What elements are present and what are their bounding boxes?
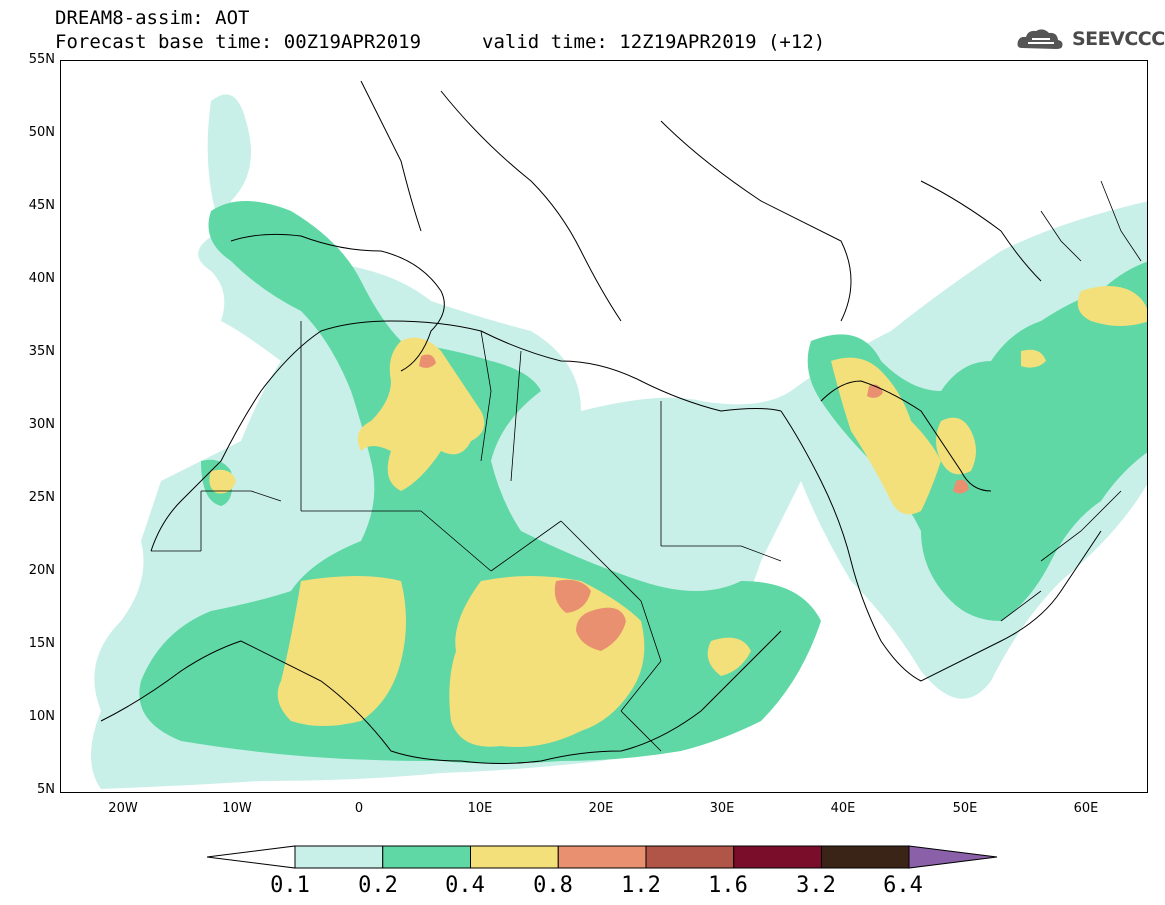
map-title: DREAM8-assim: AOT [55, 7, 250, 29]
lat-label: 45N [28, 198, 55, 213]
lon-label: 10E [467, 801, 493, 816]
valid-time: valid time: 12Z19APR2019 (+12) [482, 31, 826, 53]
aot-field [91, 80, 1147, 789]
lat-label: 50N [28, 125, 55, 140]
lat-label: 30N [28, 417, 55, 432]
colorbar-label: 0.8 [533, 873, 573, 898]
country-borders [151, 180, 1142, 752]
aot-map [60, 60, 1148, 793]
lat-label: 5N [37, 782, 55, 797]
colorbar-box [470, 845, 559, 869]
cloud-logo-icon [1017, 29, 1063, 49]
lat-label: 20N [28, 563, 55, 578]
lon-label: 10W [222, 801, 252, 816]
colorbar-high-arrow [908, 845, 998, 869]
lon-label: 20E [588, 801, 614, 816]
colorbar-box [821, 845, 910, 869]
lat-label: 40N [28, 271, 55, 286]
lat-label: 15N [28, 636, 55, 651]
lon-label: 40E [830, 801, 856, 816]
lon-label: 0 [354, 801, 364, 816]
colorbar-box [382, 845, 471, 869]
colorbar-label: 6.4 [883, 873, 923, 898]
lat-label: 10N [28, 709, 55, 724]
colorbar-boxes [294, 845, 910, 869]
colorbar-box [733, 845, 822, 869]
lat-label: 35N [28, 344, 55, 359]
colorbar-box [645, 845, 735, 869]
colorbar-label: 1.6 [708, 873, 748, 898]
colorbar-box [557, 845, 647, 869]
colorbar [207, 845, 998, 869]
lat-label: 55N [28, 52, 55, 67]
aot-band-0.8 [419, 354, 969, 651]
colorbar-label: 0.1 [270, 873, 310, 898]
forecast-base-time: Forecast base time: 00Z19APR2019 [55, 31, 422, 53]
lon-label: 30E [709, 801, 735, 816]
coastlines [100, 80, 1102, 764]
lon-label: 50E [952, 801, 978, 816]
lat-label: 25N [28, 490, 55, 505]
colorbar-label: 0.4 [445, 873, 485, 898]
colorbar-label: 3.2 [796, 873, 836, 898]
colorbar-label: 0.2 [358, 873, 398, 898]
colorbar-low-arrow [207, 845, 296, 869]
lon-label: 20W [108, 801, 138, 816]
logo-text: SEEVCCC [1072, 28, 1165, 50]
lon-label: 60E [1073, 801, 1099, 816]
colorbar-box [294, 845, 384, 869]
colorbar-label: 1.2 [621, 873, 661, 898]
